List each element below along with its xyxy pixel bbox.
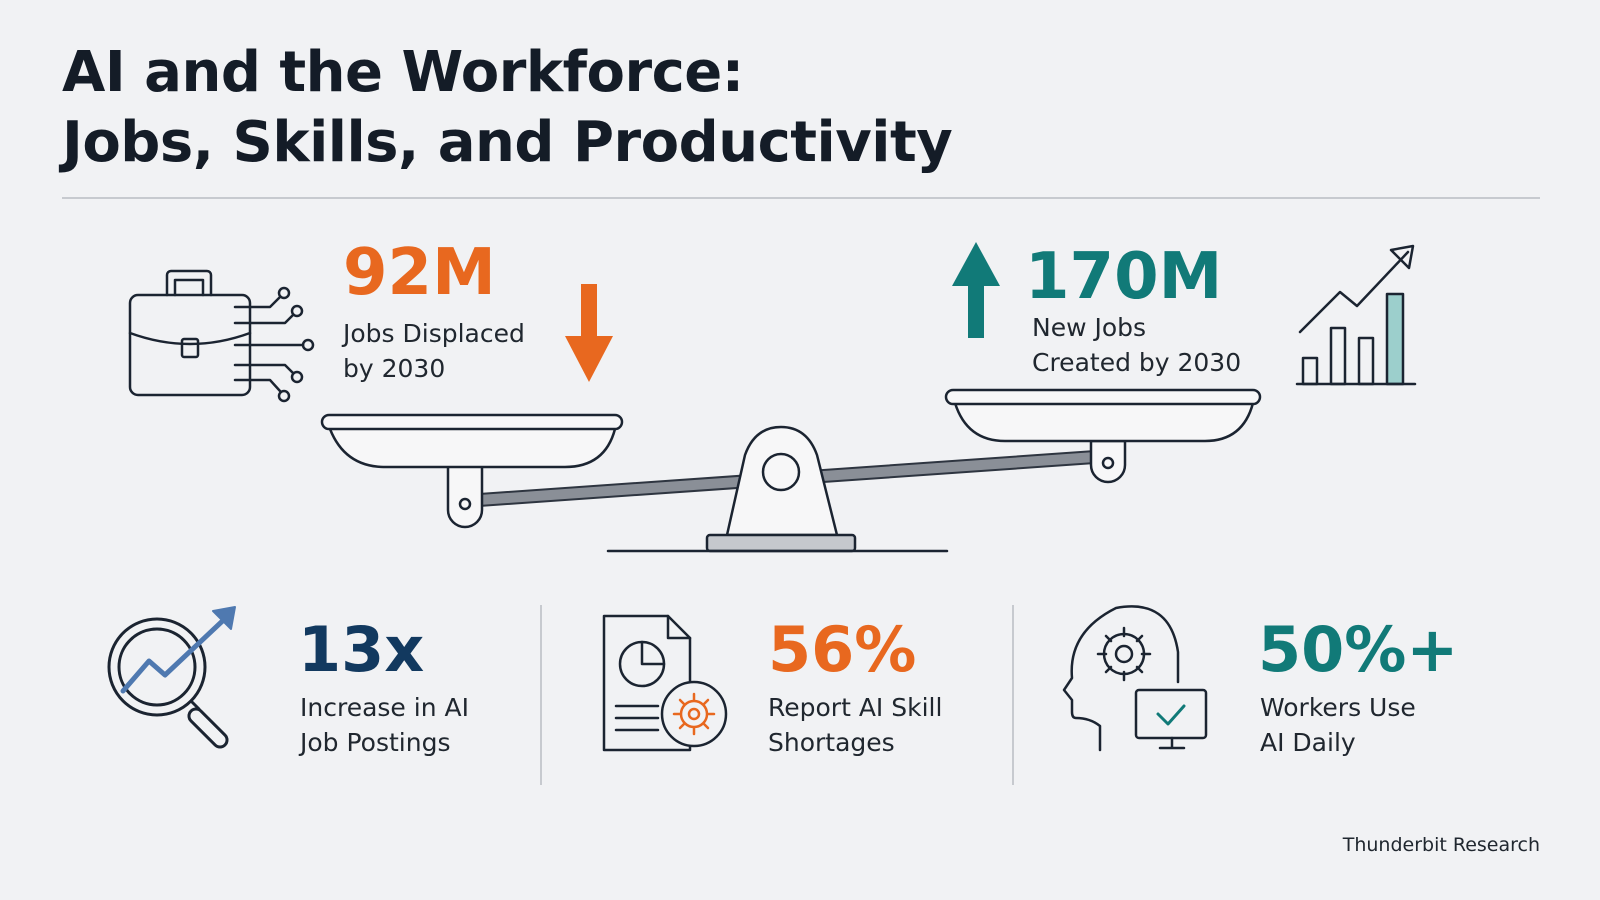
arrow-up-icon — [952, 242, 1000, 338]
stat-divider — [1012, 605, 1014, 785]
stat-skill-shortage-value: 56% — [768, 613, 917, 686]
stat-ai-daily-value: 50%+ — [1258, 613, 1459, 686]
title-line-1: AI and the Workforce: — [62, 40, 744, 105]
left-pan — [320, 413, 624, 469]
page-title: AI and the Workforce: Jobs, Skills, and … — [62, 38, 953, 178]
right-pan-hanger — [1089, 439, 1127, 484]
scale-pivot — [606, 425, 949, 553]
stat-divider — [540, 605, 542, 785]
jobs-displaced-label: Jobs Displaced by 2030 — [343, 319, 525, 383]
briefcase-circuit-icon — [128, 269, 315, 403]
jobs-displaced-value: 92M — [343, 236, 496, 310]
right-pan — [944, 388, 1262, 443]
stat-ai-job-postings-label: Increase in AI Job Postings — [300, 693, 469, 757]
balance-scale — [320, 388, 1262, 553]
stat-skill-shortage-label: Report AI Skill Shortages — [768, 693, 943, 757]
head-gear-monitor-icon — [1062, 605, 1208, 752]
new-jobs-label: New Jobs Created by 2030 — [1032, 313, 1242, 377]
document-gear-icon — [602, 614, 728, 752]
source-credit: Thunderbit Research — [1342, 834, 1540, 856]
title-line-2: Jobs, Skills, and Productivity — [62, 110, 953, 175]
growth-chart-icon — [1295, 244, 1417, 386]
left-pan-hanger — [446, 463, 484, 529]
title-divider — [62, 197, 1540, 199]
magnifier-trend-icon — [107, 606, 236, 749]
stat-ai-daily-label: Workers Use AI Daily — [1260, 693, 1416, 757]
arrow-down-icon — [565, 284, 613, 382]
stat-ai-job-postings-value: 13x — [298, 613, 425, 686]
new-jobs-value: 170M — [1025, 240, 1223, 314]
